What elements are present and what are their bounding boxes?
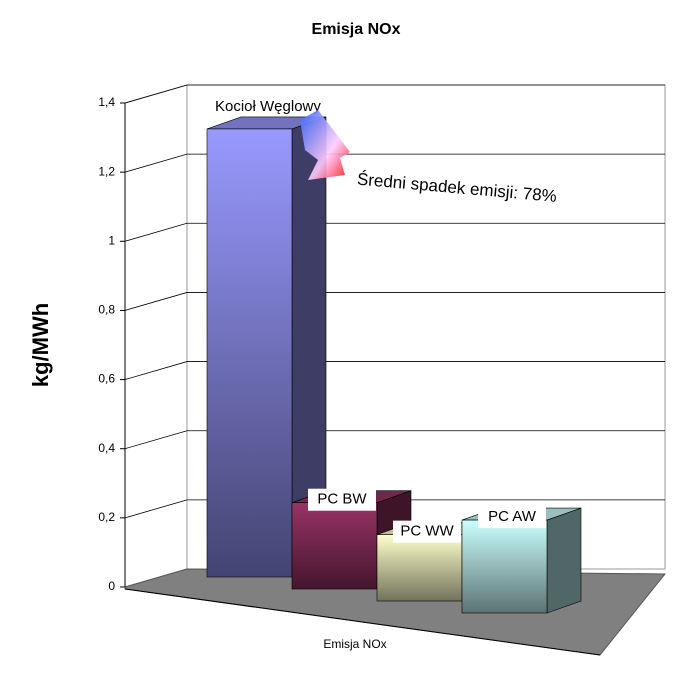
grid-line [124, 84, 665, 104]
bar [376, 534, 463, 602]
y-axis-label: kg/MWh [28, 303, 53, 387]
y-tick-label: 1 [108, 233, 115, 247]
grid-line [124, 361, 665, 380]
x-tick-label: Emisja NOx [323, 637, 386, 651]
bar-label: PC WW [400, 523, 454, 540]
grid-line [124, 153, 665, 173]
arrow [300, 110, 350, 180]
bar-label: PC BW [317, 491, 367, 508]
y-tick-label: 0,2 [98, 510, 115, 524]
y-tick-label: 0 [108, 579, 115, 593]
bar [206, 128, 293, 578]
y-tick-label: 1,2 [98, 164, 115, 178]
grid-line [124, 292, 665, 311]
bar-side [546, 507, 582, 614]
y-tick-label: 1,4 [98, 95, 115, 109]
y-tick-label: 0,8 [98, 303, 115, 317]
grid-line [124, 222, 665, 242]
y-tick-label: 0,4 [98, 441, 115, 455]
grid-line [124, 430, 665, 450]
bar-label: PC AW [488, 508, 537, 525]
grid-line [124, 499, 665, 519]
back-wall [124, 84, 188, 588]
bar-label-box [393, 520, 461, 543]
x-axis [124, 588, 601, 656]
bar [461, 519, 548, 614]
bar-label-box [478, 506, 546, 529]
bar-label-box [308, 488, 376, 511]
bar-label: Kocioł Węglowy [215, 98, 321, 115]
bar [291, 502, 378, 590]
chart-title: Emisja NOx [312, 21, 401, 38]
y-tick-label: 0,6 [98, 372, 115, 386]
